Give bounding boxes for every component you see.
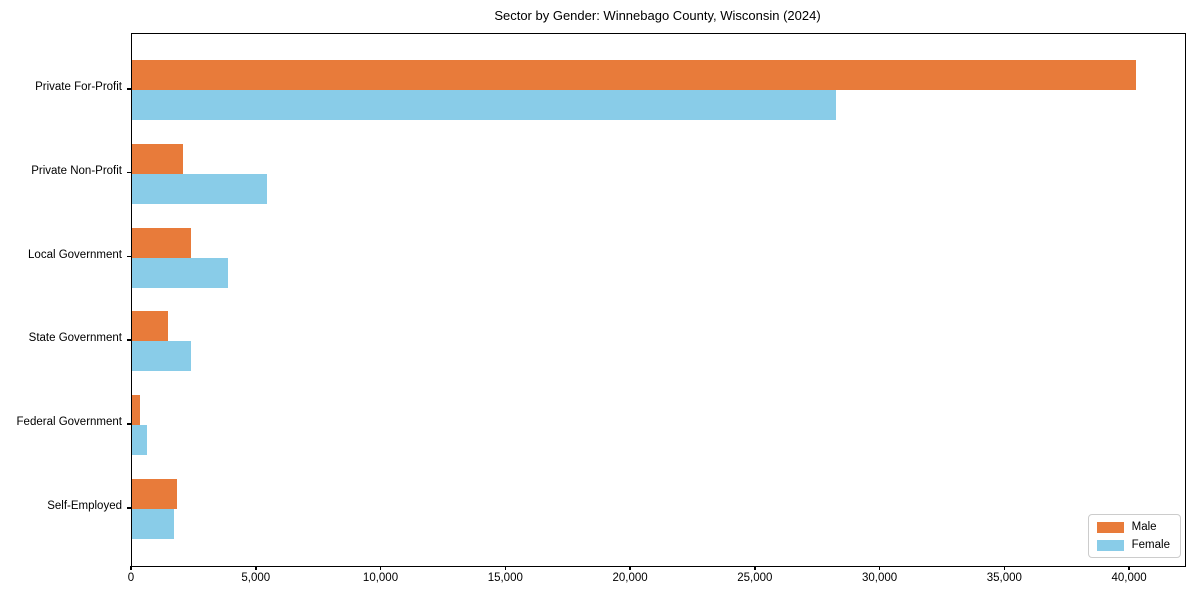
x-tick-mark (878, 566, 881, 570)
bar-male-state-government (132, 311, 169, 342)
bar-female-self-employed (132, 509, 175, 539)
y-tick-label-local-government: Local Government (28, 248, 122, 261)
legend-row-female: Female (1096, 539, 1170, 551)
y-tick-mark (127, 255, 131, 258)
x-tick-label-35000: 35,000 (986, 572, 1022, 584)
x-tick-label-5000: 5,000 (241, 572, 271, 584)
legend-label-female: Female (1131, 539, 1170, 551)
bar-female-private-non-profit (132, 173, 267, 204)
legend-row-male: Male (1096, 521, 1170, 533)
y-tick-label-private-for-profit: Private For-Profit (35, 81, 122, 93)
y-tick-label-federal-government: Federal Government (16, 416, 122, 429)
y-tick-label-private-non-profit: Private Non-Profit (31, 164, 122, 177)
y-tick-mark (127, 339, 131, 341)
y-tick-mark (127, 171, 131, 174)
bar-male-private-non-profit (132, 143, 184, 174)
y-tick-mark (127, 423, 131, 425)
x-tick-mark (629, 566, 631, 570)
y-tick-label-self-employed: Self-Employed (47, 500, 122, 512)
legend-swatch-male (1096, 521, 1124, 533)
bar-male-self-employed (132, 479, 177, 509)
plot-area: Male Female (131, 33, 1186, 567)
x-tick-mark (255, 566, 257, 570)
x-tick-mark (1128, 566, 1130, 570)
x-tick-mark (754, 566, 756, 570)
x-tick-label-25000: 25,000 (737, 572, 773, 584)
x-tick-mark (1003, 566, 1006, 570)
bar-male-private-for-profit (132, 60, 1137, 90)
bar-male-federal-government (132, 395, 140, 426)
x-tick-label-20000: 20,000 (612, 572, 648, 584)
legend: Male Female (1087, 514, 1181, 558)
bar-male-local-government (132, 227, 191, 258)
chart-title: Sector by Gender: Winnebago County, Wisc… (494, 8, 821, 23)
y-tick-label-state-government: State Government (28, 332, 122, 345)
bar-female-state-government (132, 341, 191, 372)
x-tick-mark (504, 566, 507, 570)
x-tick-mark (379, 566, 382, 570)
y-tick-mark (127, 88, 131, 90)
y-tick-mark (127, 507, 131, 509)
bar-female-federal-government (132, 425, 147, 456)
x-tick-label-10000: 10,000 (362, 572, 399, 584)
x-tick-label-30000: 30,000 (861, 572, 898, 584)
x-tick-mark (130, 566, 132, 570)
x-tick-label-15000: 15,000 (487, 572, 523, 584)
bar-female-private-for-profit (132, 90, 836, 120)
legend-swatch-female (1096, 539, 1124, 551)
x-tick-label-40000: 40,000 (1111, 572, 1147, 584)
legend-label-male: Male (1131, 521, 1157, 533)
x-tick-label-0: 0 (127, 572, 135, 584)
bar-female-local-government (132, 257, 229, 288)
